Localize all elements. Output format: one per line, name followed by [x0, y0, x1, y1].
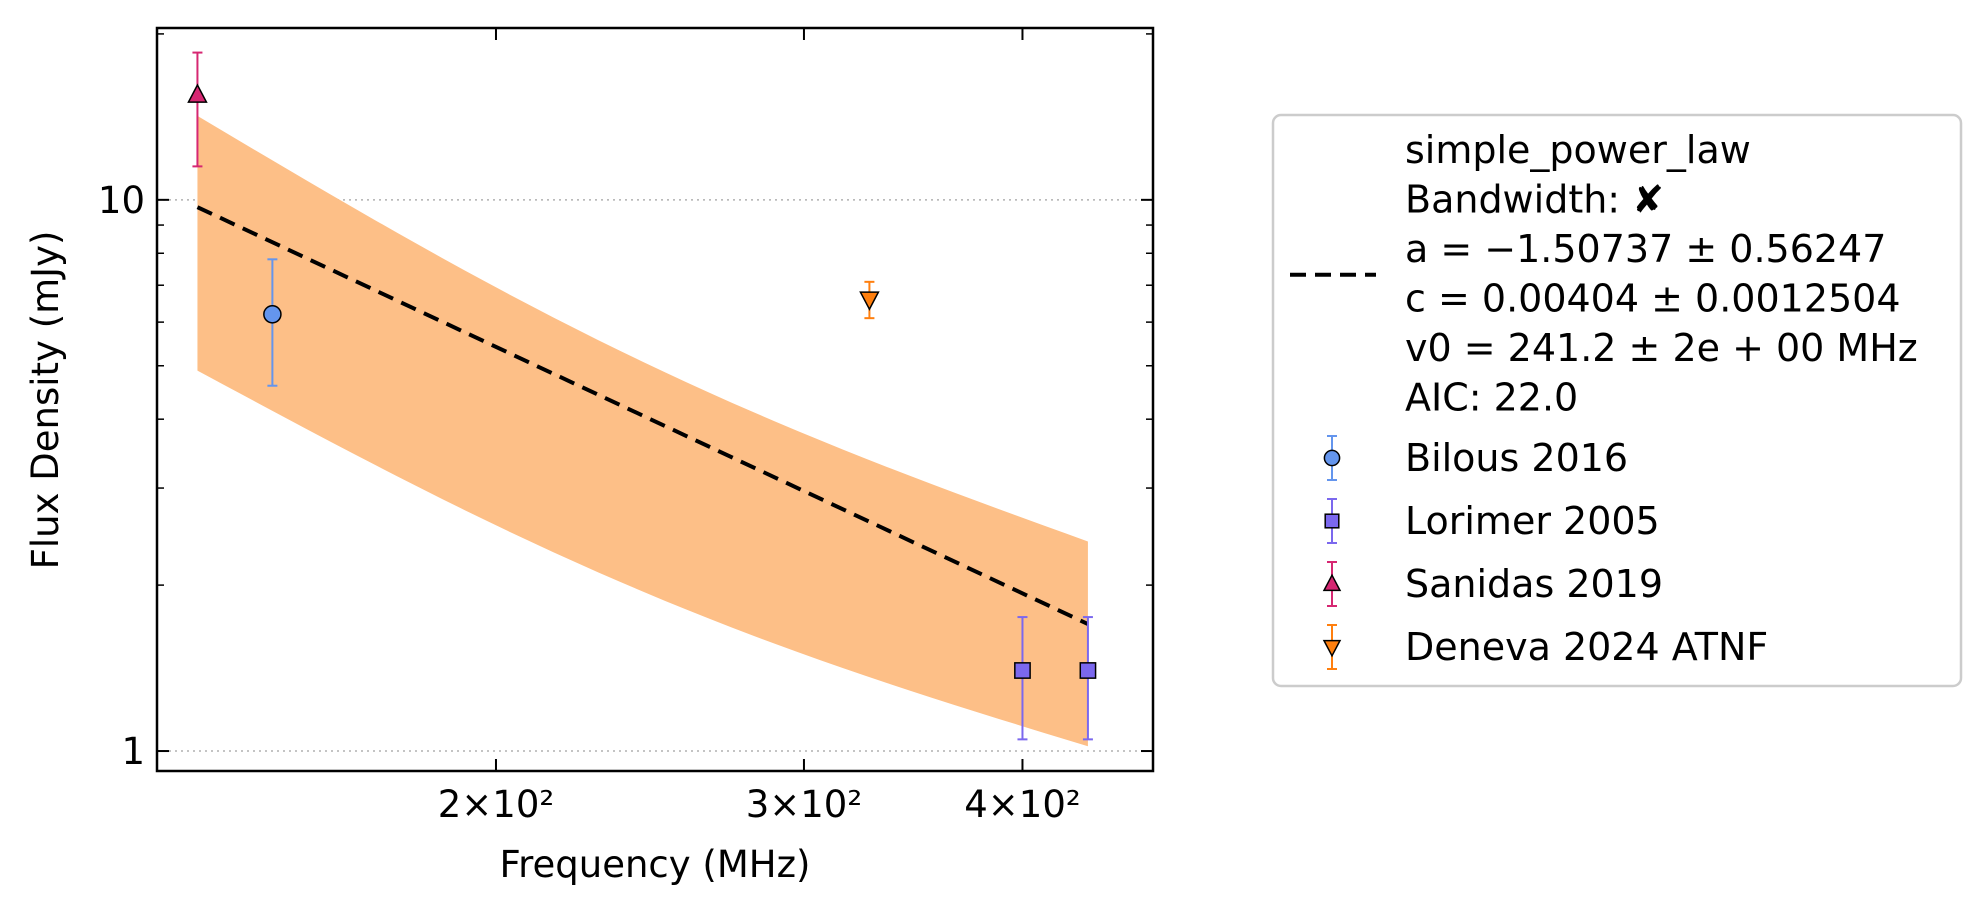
- legend-fit-entry: simple_power_law Bandwidth: ✘ a = −1.50737…: [1290, 128, 1918, 420]
- series-bilous-2016: [263, 258, 282, 387]
- data-point: [1079, 662, 1097, 679]
- data-point: [859, 291, 880, 311]
- fit-line: [196, 205, 1089, 626]
- y-axis-label: Flux Density (mJy): [24, 231, 67, 570]
- uncertainty-band-area: [197, 115, 1088, 747]
- legend-marker: [1322, 573, 1342, 592]
- y-tick-label: 1: [121, 730, 145, 773]
- y-tick-label: 10: [98, 179, 145, 222]
- legend-fit-line-2: a = −1.50737 ± 0.56247: [1405, 227, 1886, 271]
- series-deneva-2024-atnf: [859, 280, 880, 320]
- fit-uncertainty-band: [197, 115, 1088, 747]
- legend-label: Sanidas 2019: [1405, 562, 1663, 606]
- legend-fit-line-0: simple_power_law: [1405, 128, 1751, 172]
- legend-fit-line-4: v0 = 241.2 ± 2e + 00 MHz: [1405, 326, 1918, 370]
- legend-label: Deneva 2024 ATNF: [1405, 625, 1768, 669]
- series-lorimer-2005: [1014, 616, 1097, 741]
- x-tick-label: 3×10²: [746, 783, 862, 826]
- legend-box: [1271, 113, 1963, 688]
- legend-marker: [1324, 513, 1340, 529]
- legend-entry: Deneva 2024 ATNF: [1322, 624, 1768, 670]
- legend-series-entries: Bilous 2016 Lorimer 2005 Sanidas 2019 Denev…: [1322, 435, 1768, 670]
- legend-entry: Bilous 2016: [1323, 435, 1628, 481]
- legend-marker: [1322, 639, 1342, 658]
- data-point: [263, 304, 282, 324]
- legend-entry: Lorimer 2005: [1324, 498, 1660, 544]
- series-sanidas-2019: [187, 51, 208, 168]
- legend-fit-line-1: Bandwidth: ✘: [1405, 178, 1664, 222]
- plot-frame: [155, 26, 1155, 773]
- power-law-fit-line: [196, 205, 1089, 626]
- x-tick-label: 2×10²: [438, 783, 554, 826]
- x-axis-label: Frequency (MHz): [500, 843, 811, 886]
- x-tick-label: 4×10²: [964, 783, 1080, 826]
- grid-lines: [157, 199, 1153, 752]
- legend-fit-line-3: c = 0.00404 ± 0.0012504: [1405, 277, 1901, 321]
- legend-label: Bilous 2016: [1405, 436, 1628, 480]
- data-point: [1014, 662, 1031, 679]
- tick-labels: 1 10 2×10² 3×10² 4×10²: [98, 179, 1081, 826]
- axis-ticks: [157, 28, 1153, 771]
- legend-entry: Sanidas 2019: [1322, 561, 1663, 607]
- legend-fit-line-5: AIC: 22.0: [1405, 376, 1578, 420]
- data-point: [187, 83, 208, 103]
- legend-label: Lorimer 2005: [1405, 499, 1660, 543]
- error-bar: [192, 51, 203, 168]
- legend-marker: [1323, 449, 1341, 467]
- data-points: [187, 51, 1097, 741]
- legend: simple_power_law Bandwidth: ✘ a = −1.50737…: [1271, 113, 1963, 688]
